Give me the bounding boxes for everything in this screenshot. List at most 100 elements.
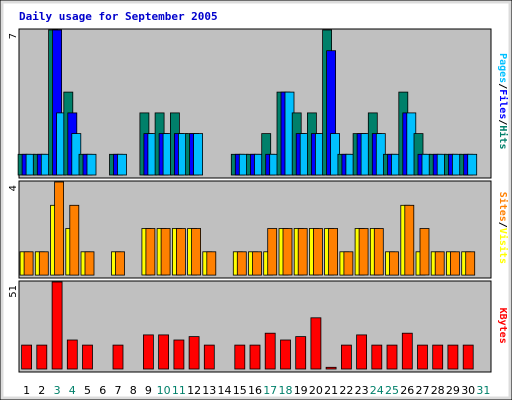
bar-kbytes-day-20 xyxy=(310,317,322,370)
bar-kbytes-day-13 xyxy=(203,344,215,370)
day-label-30: 30 xyxy=(461,384,475,397)
day-axis-labels: 1 2 3 4 5 6 7 8 9 10 11 12 13 14 15 16 17 18 19 20 21 22 23 24 2… xyxy=(23,384,490,397)
bar-kbytes-day-17 xyxy=(264,332,276,370)
bar-sites-day-12 xyxy=(191,228,202,276)
bar-sites-day-26 xyxy=(404,204,415,276)
bar-sites-day-15 xyxy=(236,251,247,276)
day-label-24: 24 xyxy=(370,384,384,397)
bar-kbytes-day-15 xyxy=(234,344,246,370)
legend-kbytes: KBytes xyxy=(497,308,508,344)
bar-sites-day-27 xyxy=(419,228,430,276)
bar-kbytes-day-7 xyxy=(112,344,124,370)
day-label-17: 17 xyxy=(263,384,277,397)
bar-sites-day-29 xyxy=(449,251,460,276)
day-label-23: 23 xyxy=(355,384,369,397)
day-label-5: 5 xyxy=(84,384,91,397)
day-label-18: 18 xyxy=(279,384,293,397)
bar-kbytes-day-22 xyxy=(340,344,352,370)
chart-title: Daily usage for September 2005 xyxy=(19,10,218,23)
day-label-8: 8 xyxy=(130,384,137,397)
day-label-6: 6 xyxy=(99,384,106,397)
day-label-10: 10 xyxy=(157,384,171,397)
panel-2-ymax-label: 51 xyxy=(8,285,19,298)
day-label-28: 28 xyxy=(431,384,445,397)
bar-pages-day-7 xyxy=(117,153,127,176)
day-label-3: 3 xyxy=(54,384,61,397)
bar-kbytes-day-29 xyxy=(447,344,459,370)
day-label-1: 1 xyxy=(23,384,30,397)
bar-kbytes-day-30 xyxy=(462,344,474,370)
panel-1-legend: Sites/Visits xyxy=(497,192,509,264)
bar-sites-day-13 xyxy=(206,251,217,276)
legend-visits: Visits xyxy=(497,228,509,264)
legend-slash: / xyxy=(497,222,508,228)
bar-sites-day-2 xyxy=(38,251,49,276)
bar-sites-day-20 xyxy=(312,228,323,276)
bar-sites-day-28 xyxy=(434,251,445,276)
day-label-15: 15 xyxy=(233,384,247,397)
bar-kbytes-day-4 xyxy=(66,339,78,370)
day-label-12: 12 xyxy=(187,384,201,397)
day-label-7: 7 xyxy=(115,384,122,397)
legend-hits: Hits xyxy=(497,125,509,149)
day-label-29: 29 xyxy=(446,384,460,397)
day-label-21: 21 xyxy=(324,384,338,397)
bar-sites-day-10 xyxy=(160,228,171,276)
bar-sites-day-18 xyxy=(282,228,293,276)
day-label-14: 14 xyxy=(218,384,232,397)
day-label-31: 31 xyxy=(476,384,490,397)
day-label-26: 26 xyxy=(400,384,414,397)
legend-files: Files xyxy=(497,89,509,119)
bar-kbytes-day-27 xyxy=(417,344,428,370)
bar-kbytes-day-2 xyxy=(36,344,48,370)
bar-sites-day-19 xyxy=(297,228,308,276)
bar-sites-day-25 xyxy=(389,251,399,276)
day-label-11: 11 xyxy=(172,384,186,397)
panel-0-ymax-label: 7 xyxy=(8,33,19,39)
bar-kbytes-day-21 xyxy=(325,366,337,370)
panel-1: 4 Sites/Visits xyxy=(8,180,509,279)
bar-kbytes-day-23 xyxy=(356,334,368,370)
bar-kbytes-day-5 xyxy=(82,344,93,370)
day-label-20: 20 xyxy=(309,384,323,397)
day-label-9: 9 xyxy=(145,384,152,397)
panel-2-legend: KBytes xyxy=(497,308,508,344)
day-label-13: 13 xyxy=(202,384,216,397)
legend-pages: Pages xyxy=(497,53,508,83)
bar-sites-day-4 xyxy=(69,204,80,276)
day-label-16: 16 xyxy=(248,384,262,397)
bar-pages-day-12 xyxy=(193,133,204,176)
bar-kbytes-day-12 xyxy=(188,336,200,370)
bar-kbytes-day-10 xyxy=(158,334,170,370)
day-label-22: 22 xyxy=(339,384,353,397)
panel-0-legend: Pages/Files/Hits xyxy=(497,53,509,149)
bar-sites-day-23 xyxy=(358,228,369,276)
bar-sites-day-9 xyxy=(145,228,156,276)
bar-sites-day-17 xyxy=(267,228,278,276)
day-label-25: 25 xyxy=(385,384,399,397)
bar-kbytes-day-1 xyxy=(21,344,33,370)
bar-kbytes-day-19 xyxy=(295,336,307,370)
bar-kbytes-day-25 xyxy=(386,344,398,370)
bar-pages-day-5 xyxy=(86,153,97,176)
bar-sites-day-7 xyxy=(115,251,125,276)
bar-sites-day-22 xyxy=(343,251,354,276)
day-label-19: 19 xyxy=(294,384,308,397)
bar-kbytes-day-26 xyxy=(401,332,413,370)
bar-kbytes-day-9 xyxy=(142,334,154,370)
panel-2: 51 KBytes xyxy=(8,280,508,373)
day-label-4: 4 xyxy=(69,384,76,397)
bar-sites-day-11 xyxy=(175,228,186,276)
bar-sites-day-24 xyxy=(373,228,384,276)
day-label-2: 2 xyxy=(38,384,45,397)
bar-kbytes-day-28 xyxy=(432,344,444,370)
day-label-27: 27 xyxy=(416,384,430,397)
bar-sites-day-5 xyxy=(84,251,95,276)
legend-slash: / xyxy=(497,119,508,125)
bar-kbytes-day-16 xyxy=(249,344,261,370)
bar-sites-day-1 xyxy=(23,251,34,276)
bar-sites-day-16 xyxy=(252,251,262,276)
